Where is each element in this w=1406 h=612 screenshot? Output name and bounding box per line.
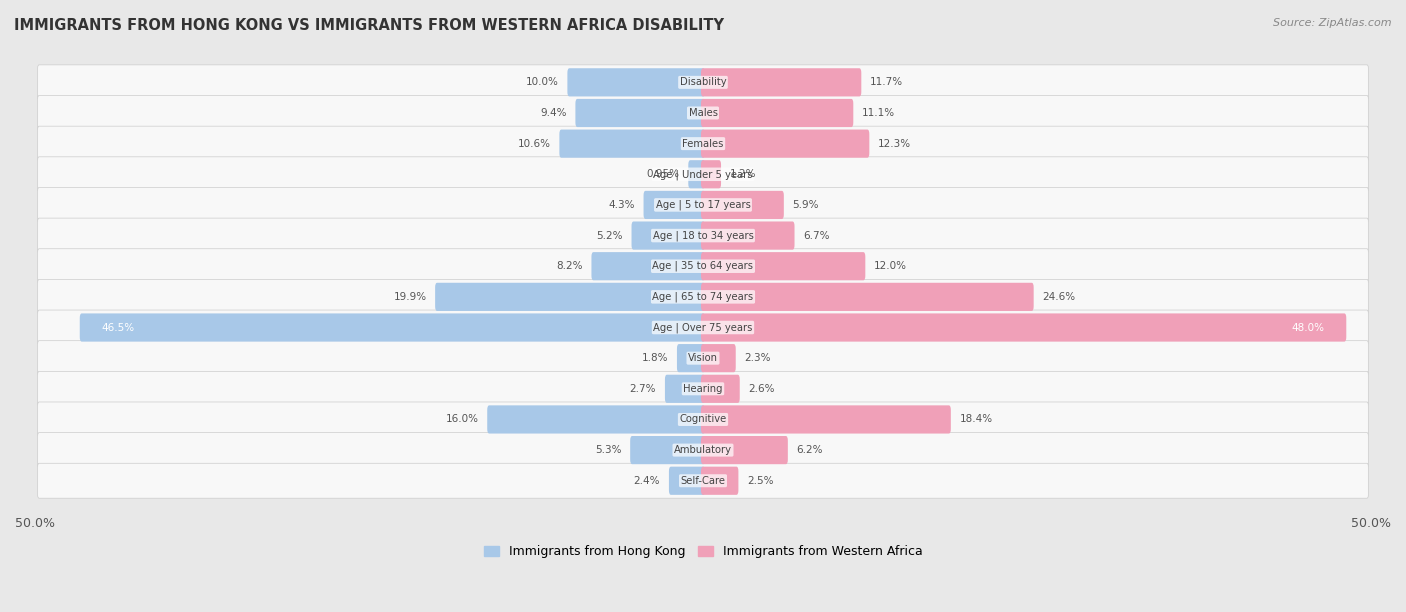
FancyBboxPatch shape	[38, 157, 1368, 192]
Text: 11.1%: 11.1%	[862, 108, 896, 118]
Text: Age | 35 to 64 years: Age | 35 to 64 years	[652, 261, 754, 272]
FancyBboxPatch shape	[38, 433, 1368, 468]
FancyBboxPatch shape	[702, 344, 735, 372]
FancyBboxPatch shape	[38, 310, 1368, 345]
FancyBboxPatch shape	[38, 95, 1368, 130]
FancyBboxPatch shape	[702, 436, 787, 464]
FancyBboxPatch shape	[38, 371, 1368, 406]
Text: Vision: Vision	[688, 353, 718, 363]
Text: 1.2%: 1.2%	[730, 170, 756, 179]
Text: 12.0%: 12.0%	[875, 261, 907, 271]
Text: Age | 18 to 34 years: Age | 18 to 34 years	[652, 230, 754, 241]
FancyBboxPatch shape	[702, 69, 862, 97]
Text: Females: Females	[682, 139, 724, 149]
FancyBboxPatch shape	[702, 313, 1347, 341]
FancyBboxPatch shape	[38, 341, 1368, 376]
FancyBboxPatch shape	[702, 222, 794, 250]
FancyBboxPatch shape	[38, 248, 1368, 284]
FancyBboxPatch shape	[644, 191, 704, 219]
FancyBboxPatch shape	[560, 130, 704, 158]
FancyBboxPatch shape	[80, 313, 704, 341]
Text: Hearing: Hearing	[683, 384, 723, 394]
Text: Source: ZipAtlas.com: Source: ZipAtlas.com	[1274, 18, 1392, 28]
FancyBboxPatch shape	[665, 375, 704, 403]
Text: 0.95%: 0.95%	[647, 170, 679, 179]
Text: 10.6%: 10.6%	[517, 139, 551, 149]
Text: 5.3%: 5.3%	[595, 445, 621, 455]
Text: 1.8%: 1.8%	[641, 353, 668, 363]
Text: 5.2%: 5.2%	[596, 231, 623, 241]
Text: Ambulatory: Ambulatory	[673, 445, 733, 455]
Text: IMMIGRANTS FROM HONG KONG VS IMMIGRANTS FROM WESTERN AFRICA DISABILITY: IMMIGRANTS FROM HONG KONG VS IMMIGRANTS …	[14, 18, 724, 34]
FancyBboxPatch shape	[38, 126, 1368, 161]
Text: Males: Males	[689, 108, 717, 118]
Text: 2.5%: 2.5%	[747, 476, 773, 486]
FancyBboxPatch shape	[702, 99, 853, 127]
FancyBboxPatch shape	[702, 191, 783, 219]
Text: 2.7%: 2.7%	[630, 384, 657, 394]
Text: 2.4%: 2.4%	[634, 476, 661, 486]
Text: Age | 5 to 17 years: Age | 5 to 17 years	[655, 200, 751, 210]
Text: 4.3%: 4.3%	[609, 200, 636, 210]
Text: 24.6%: 24.6%	[1042, 292, 1076, 302]
Text: 16.0%: 16.0%	[446, 414, 478, 425]
Text: Cognitive: Cognitive	[679, 414, 727, 425]
FancyBboxPatch shape	[702, 252, 865, 280]
Text: 10.0%: 10.0%	[526, 77, 558, 88]
FancyBboxPatch shape	[592, 252, 704, 280]
FancyBboxPatch shape	[702, 466, 738, 495]
Text: 11.7%: 11.7%	[870, 77, 903, 88]
Text: 48.0%: 48.0%	[1291, 323, 1324, 332]
FancyBboxPatch shape	[38, 280, 1368, 315]
FancyBboxPatch shape	[669, 466, 704, 495]
Legend: Immigrants from Hong Kong, Immigrants from Western Africa: Immigrants from Hong Kong, Immigrants fr…	[478, 540, 928, 563]
Text: 19.9%: 19.9%	[394, 292, 426, 302]
Text: 2.6%: 2.6%	[748, 384, 775, 394]
FancyBboxPatch shape	[568, 69, 704, 97]
FancyBboxPatch shape	[631, 222, 704, 250]
Text: Age | Over 75 years: Age | Over 75 years	[654, 323, 752, 333]
Text: 46.5%: 46.5%	[101, 323, 135, 332]
FancyBboxPatch shape	[689, 160, 704, 188]
FancyBboxPatch shape	[38, 463, 1368, 498]
FancyBboxPatch shape	[702, 375, 740, 403]
FancyBboxPatch shape	[488, 405, 704, 433]
FancyBboxPatch shape	[702, 405, 950, 433]
Text: 6.7%: 6.7%	[803, 231, 830, 241]
FancyBboxPatch shape	[38, 218, 1368, 253]
FancyBboxPatch shape	[702, 283, 1033, 311]
FancyBboxPatch shape	[38, 187, 1368, 222]
FancyBboxPatch shape	[702, 130, 869, 158]
Text: 5.9%: 5.9%	[793, 200, 820, 210]
Text: Self-Care: Self-Care	[681, 476, 725, 486]
Text: 9.4%: 9.4%	[540, 108, 567, 118]
FancyBboxPatch shape	[702, 160, 721, 188]
Text: Age | Under 5 years: Age | Under 5 years	[654, 169, 752, 179]
FancyBboxPatch shape	[575, 99, 704, 127]
Text: Disability: Disability	[679, 77, 727, 88]
Text: 6.2%: 6.2%	[797, 445, 823, 455]
Text: 18.4%: 18.4%	[959, 414, 993, 425]
Text: Age | 65 to 74 years: Age | 65 to 74 years	[652, 292, 754, 302]
Text: 8.2%: 8.2%	[557, 261, 582, 271]
FancyBboxPatch shape	[38, 65, 1368, 100]
FancyBboxPatch shape	[676, 344, 704, 372]
FancyBboxPatch shape	[434, 283, 704, 311]
Text: 12.3%: 12.3%	[877, 139, 911, 149]
Text: 2.3%: 2.3%	[744, 353, 770, 363]
FancyBboxPatch shape	[38, 402, 1368, 437]
FancyBboxPatch shape	[630, 436, 704, 464]
